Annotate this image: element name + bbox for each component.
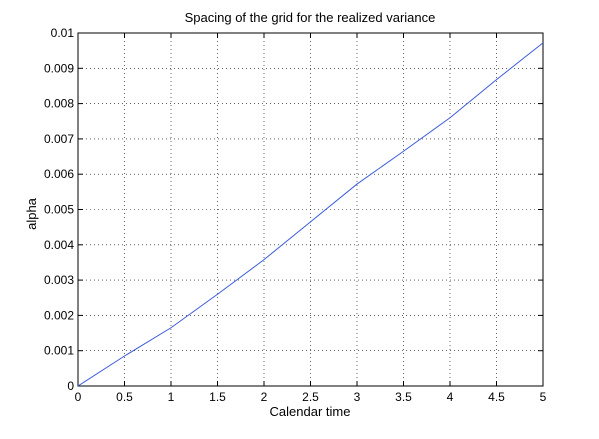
y-tick-label: 0.006 [44, 167, 74, 181]
chart-title: Spacing of the grid for the realized var… [185, 10, 436, 25]
y-tick-label: 0.001 [44, 344, 74, 358]
x-tick-label: 4.5 [488, 390, 505, 404]
x-tick-label: 4 [447, 390, 454, 404]
y-axis-label: alpha [24, 197, 39, 230]
y-tick-label: 0.007 [44, 132, 74, 146]
y-tick-label: 0.008 [44, 97, 74, 111]
series-line [77, 42, 544, 387]
x-tick-label: 2.5 [302, 390, 319, 404]
x-tick-label: 2 [261, 390, 268, 404]
x-tick-label: 3 [354, 390, 361, 404]
y-tick-label: 0.004 [44, 238, 74, 252]
x-tick-label: 5 [540, 390, 547, 404]
series-layer [77, 42, 544, 387]
y-tick-labels: 0 0.001 0.002 0.003 0.004 0.005 0.006 0.007 0.00… [44, 26, 74, 393]
axis-ticks [77, 32, 544, 387]
y-tick-label: 0.003 [44, 273, 74, 287]
x-tick-label: 0.5 [116, 390, 133, 404]
x-axis-label: Calendar time [270, 404, 351, 419]
x-tick-label: 3.5 [395, 390, 412, 404]
x-tick-label: 0 [75, 390, 82, 404]
y-tick-label: 0.01 [51, 26, 75, 40]
x-tick-labels: 0 0.5 1 1.5 2 2.5 3 3.5 4 4.5 5 [75, 390, 547, 404]
x-tick-label: 1 [168, 390, 175, 404]
y-tick-label: 0.005 [44, 203, 74, 217]
x-tick-label: 1.5 [209, 390, 226, 404]
y-tick-label: 0 [67, 379, 74, 393]
y-tick-label: 0.002 [44, 308, 74, 322]
grid-lines [78, 33, 543, 386]
y-tick-label: 0.009 [44, 61, 74, 75]
